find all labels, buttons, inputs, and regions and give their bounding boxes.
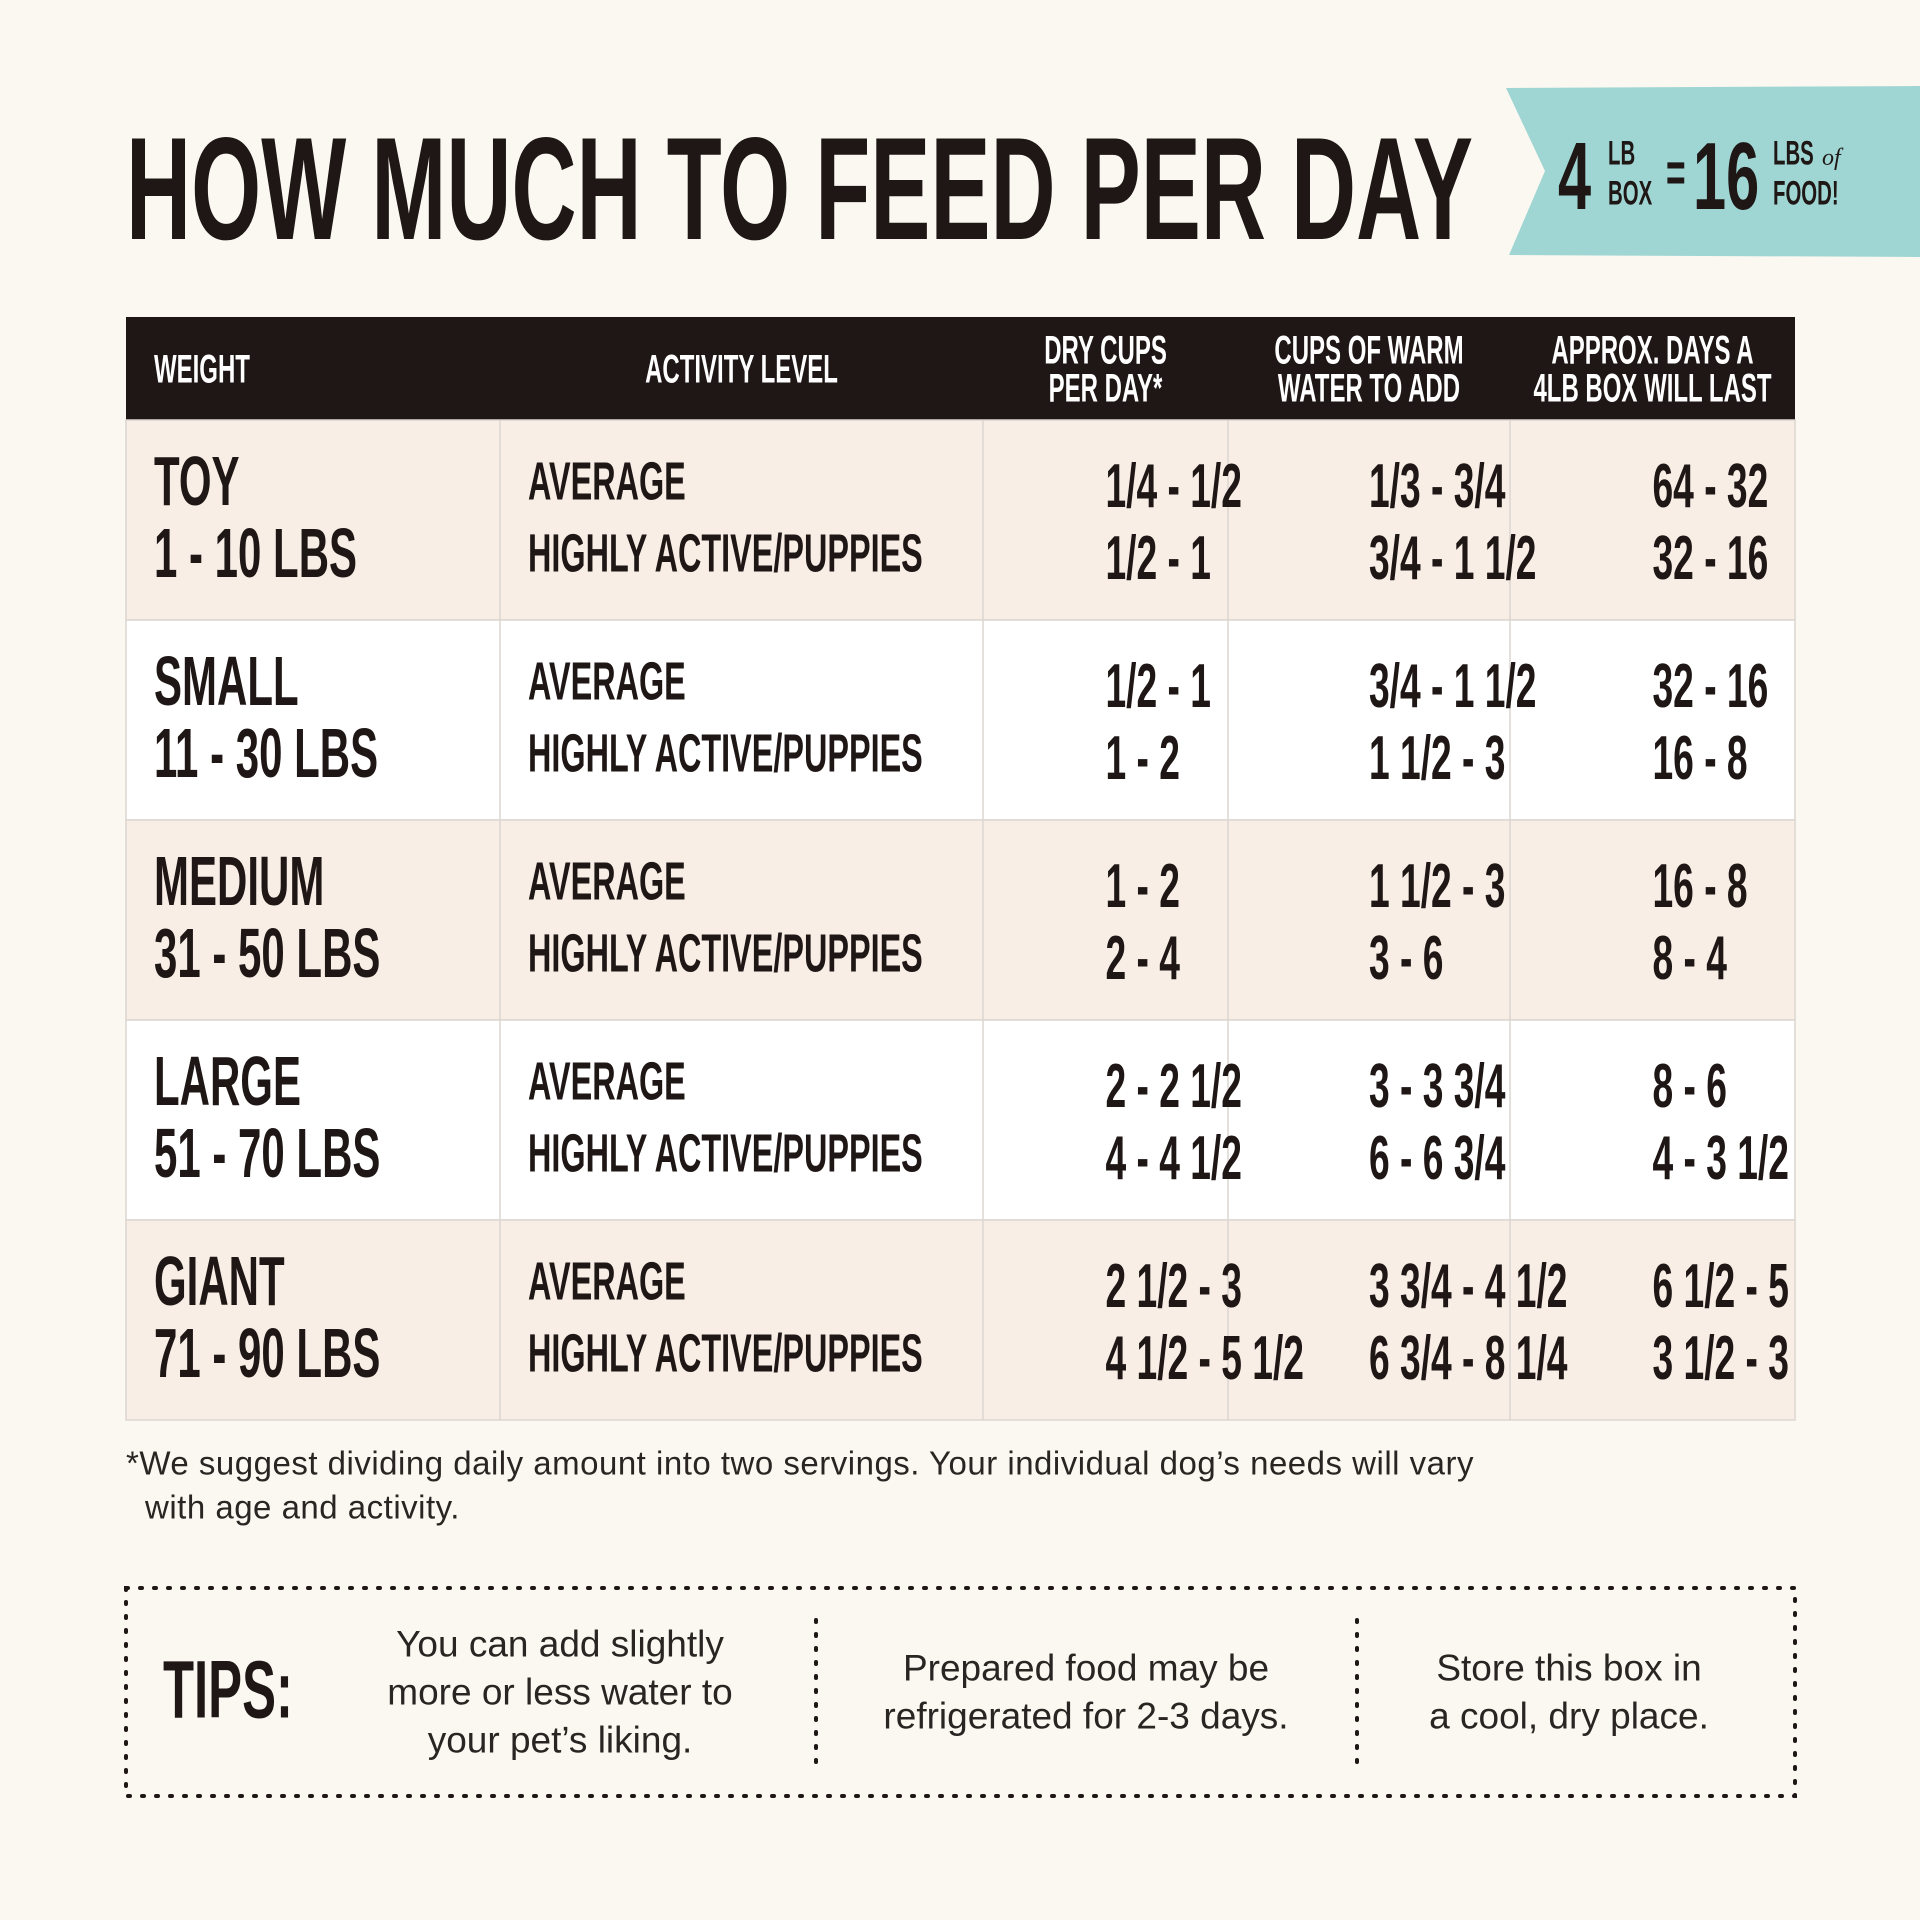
size-label: MEDIUM <box>154 843 324 921</box>
activity-level: HIGHLY ACTIVE/PUPPIES <box>528 724 923 783</box>
column-header: APPROX. DAYS A <box>1551 327 1753 372</box>
amount: 8 - 6 <box>1653 1051 1727 1120</box>
tip-text: Prepared food may be <box>903 1648 1269 1689</box>
size-label: GIANT <box>154 1243 285 1321</box>
amount: 1 - 2 <box>1106 851 1180 920</box>
activity-level: HIGHLY ACTIVE/PUPPIES <box>528 924 923 983</box>
amount: 4 - 3 1/2 <box>1653 1123 1789 1192</box>
column-header: DRY CUPS <box>1044 327 1167 372</box>
size-label: LARGE <box>154 1043 301 1121</box>
column-header: WEIGHT <box>154 346 250 391</box>
activity-level: HIGHLY ACTIVE/PUPPIES <box>528 524 923 583</box>
amount: 1/2 - 1 <box>1106 523 1211 592</box>
weight-range: 51 - 70 LBS <box>154 1115 380 1193</box>
amount: 2 - 2 1/2 <box>1106 1051 1242 1120</box>
amount: 6 3/4 - 8 1/4 <box>1369 1323 1568 1392</box>
amount: 16 - 8 <box>1653 851 1748 920</box>
table-row <box>125 819 1796 1021</box>
weight-range: 11 - 30 LBS <box>154 715 378 793</box>
amount: 2 - 4 <box>1106 923 1181 992</box>
activity-level: AVERAGE <box>528 652 686 711</box>
amount: 3/4 - 1 1/2 <box>1369 523 1536 592</box>
table-row <box>125 619 1796 821</box>
badge-text: BOX <box>1608 174 1652 212</box>
amount: 16 - 8 <box>1653 723 1748 792</box>
amount: 4 1/2 - 5 1/2 <box>1106 1323 1304 1392</box>
amount: 8 - 4 <box>1653 923 1728 992</box>
amount: 3 - 3 3/4 <box>1369 1051 1506 1120</box>
badge-text: of <box>1822 145 1844 171</box>
weight-range: 1 - 10 LBS <box>154 515 357 593</box>
table-row <box>125 1019 1796 1221</box>
badge-text: = <box>1666 140 1686 203</box>
tip-text: Store this box in <box>1436 1648 1701 1689</box>
badge-text: 16 <box>1693 123 1759 230</box>
badge <box>1506 86 1920 257</box>
title: HOW MUCH TO FEED PER DAY <box>126 107 1473 270</box>
amount: 1 1/2 - 3 <box>1369 723 1505 792</box>
tips-label: TIPS: <box>163 1644 293 1735</box>
column-header: WATER TO ADD <box>1278 365 1460 410</box>
badge-text: LBS <box>1773 134 1814 172</box>
amount: 64 - 32 <box>1653 451 1769 520</box>
activity-level: AVERAGE <box>528 452 686 511</box>
weight-range: 31 - 50 LBS <box>154 915 380 993</box>
amount: 1/3 - 3/4 <box>1369 451 1506 520</box>
amount: 6 1/2 - 5 <box>1653 1251 1789 1320</box>
amount: 2 1/2 - 3 <box>1106 1251 1242 1320</box>
badge-text: FOOD! <box>1773 174 1839 212</box>
column-header: 4LB BOX WILL LAST <box>1533 365 1771 410</box>
table-row <box>125 1219 1796 1421</box>
tip-text: a cool, dry place. <box>1429 1696 1709 1737</box>
amount: 3 3/4 - 4 1/2 <box>1369 1251 1567 1320</box>
size-label: TOY <box>154 443 240 521</box>
table-row <box>125 419 1796 621</box>
table-header <box>126 317 1795 420</box>
column-header: PER DAY* <box>1049 365 1163 410</box>
amount: 4 - 4 1/2 <box>1106 1123 1242 1192</box>
size-label: SMALL <box>154 643 299 721</box>
activity-level: AVERAGE <box>528 1252 686 1311</box>
tip-text: your pet’s liking. <box>428 1720 693 1761</box>
amount: 3 - 6 <box>1369 923 1443 992</box>
amount: 3 1/2 - 3 <box>1653 1323 1789 1392</box>
footnote: with age and activity. <box>144 1489 460 1526</box>
amount: 32 - 16 <box>1653 651 1769 720</box>
amount: 32 - 16 <box>1653 523 1769 592</box>
amount: 6 - 6 3/4 <box>1369 1123 1506 1192</box>
footnote: *We suggest dividing daily amount into t… <box>126 1445 1474 1482</box>
activity-level: HIGHLY ACTIVE/PUPPIES <box>528 1324 923 1383</box>
column-header: CUPS OF WARM <box>1274 327 1463 372</box>
weight-range: 71 - 90 LBS <box>154 1315 380 1393</box>
badge-text: LB <box>1608 134 1635 172</box>
activity-level: AVERAGE <box>528 852 686 911</box>
amount: 3/4 - 1 1/2 <box>1369 651 1536 720</box>
amount: 1/4 - 1/2 <box>1106 451 1242 520</box>
amount: 1 1/2 - 3 <box>1369 851 1505 920</box>
activity-level: AVERAGE <box>528 1052 686 1111</box>
amount: 1 - 2 <box>1106 723 1180 792</box>
activity-level: HIGHLY ACTIVE/PUPPIES <box>528 1124 923 1183</box>
amount: 1/2 - 1 <box>1106 651 1211 720</box>
tip-text: refrigerated for 2-3 days. <box>883 1696 1288 1737</box>
badge-text: 4 <box>1558 123 1591 230</box>
column-header: ACTIVITY LEVEL <box>645 346 838 391</box>
tip-text: more or less water to <box>387 1672 732 1713</box>
tip-text: You can add slightly <box>396 1624 724 1665</box>
